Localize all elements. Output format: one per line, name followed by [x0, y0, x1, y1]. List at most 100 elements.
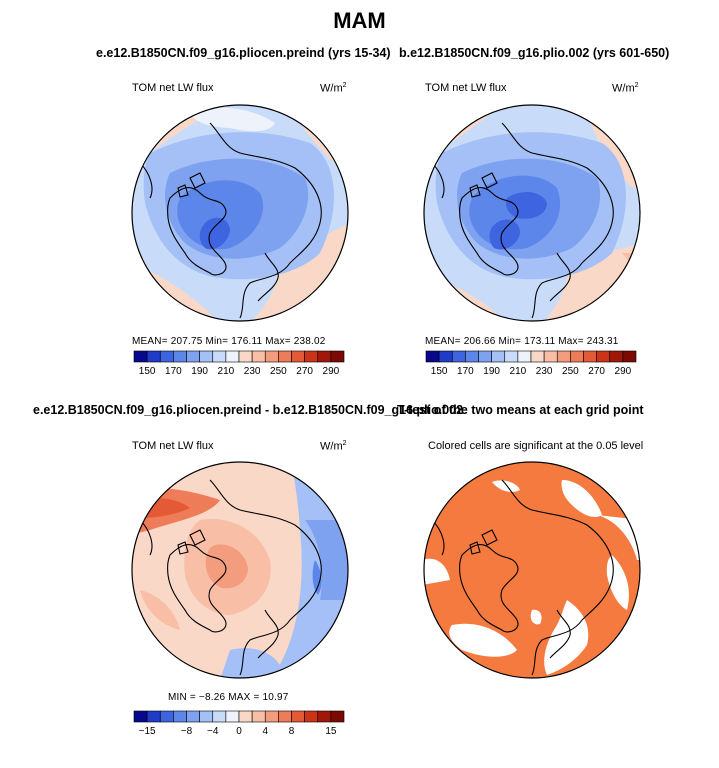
- panel1-stats: MEAN= 207.75 Min= 176.11 Max= 238.02: [132, 336, 326, 347]
- panel3-colorbar-box-8: [238, 710, 253, 723]
- panel1-colorbar-box-2: [159, 350, 174, 363]
- panel1-colorbar-box-13: [304, 350, 319, 363]
- panel2-colorbar-box-1: [438, 350, 453, 363]
- panel1-colorbar-box-1: [146, 350, 161, 363]
- panel3-title: e.e12.B1850CN.f09_g16.pliocen.preind - b…: [33, 403, 464, 417]
- panel4-insignificant-e: [449, 623, 517, 657]
- panel1-colorbar-tick-label-6: 270: [296, 366, 313, 377]
- panel1-map-border: [131, 104, 349, 322]
- panel3-coast-c: [177, 529, 206, 555]
- panel3-colorbar-box-3: [173, 710, 187, 723]
- panel2-units-label: W/m2: [612, 82, 639, 95]
- panel1-colorbar-box-7: [225, 350, 240, 363]
- panel3-colorbar-box-9: [251, 710, 266, 723]
- panel2-colorbar-box-15: [622, 350, 637, 363]
- panel2-coast-c: [469, 172, 498, 198]
- panel1-colorbar-box-4: [186, 350, 200, 363]
- panel3-coast-a: [209, 479, 322, 676]
- panel3-colorbar-box-11: [278, 710, 292, 723]
- panel1-colorbar-tick-label-5: 250: [270, 366, 287, 377]
- panel1-colorbar-box-8: [238, 350, 253, 363]
- panel2-colorbar-tick-label-0: 150: [431, 366, 448, 377]
- panel2-colorbar-box-10: [556, 350, 571, 363]
- panel2-colorbar-box-14: [609, 350, 624, 363]
- panel2-colorbar-box-11: [570, 350, 584, 363]
- panel2-colorbar-tick-label-4: 230: [536, 366, 553, 377]
- figure-title: MAM: [333, 8, 386, 33]
- panel3-variable-label: TOM net LW flux: [132, 440, 214, 452]
- panel2-colorbar-tick-label-5: 250: [562, 366, 579, 377]
- panel3-colorbar-box-13: [304, 710, 319, 723]
- panel1-colorbar-box-12: [291, 350, 305, 363]
- panel1-colorbar-box-9: [251, 350, 266, 363]
- panel1-colorbar-box-3: [173, 350, 187, 363]
- panel1-polar-map: [131, 104, 349, 322]
- panel1-colorbar-box-10: [264, 350, 279, 363]
- panel3-colorbar-tick-label-1: −8: [181, 726, 193, 737]
- panel2-coast-d: [549, 252, 571, 302]
- panel2-title: b.e12.B1850CN.f09_g16.plio.002 (yrs 601-…: [399, 46, 670, 60]
- panel3-colorbar: −15 −8 −4 0 4 8 15: [133, 710, 345, 737]
- panel1-field-band-d: [199, 217, 230, 250]
- panel2-field-band-d: [505, 191, 547, 219]
- panel1-coast-c: [177, 172, 206, 198]
- panel2-coast-a: [501, 122, 614, 319]
- panel2-units-text: W/m: [612, 82, 635, 95]
- panel1-variable-label: TOM net LW flux: [132, 82, 214, 94]
- panel2-colorbar-tick-label-1: 170: [457, 366, 474, 377]
- panel4-title: T-test of the two means at each grid poi…: [397, 403, 644, 417]
- panel4-polar-map: [423, 461, 641, 679]
- panel2-colorbar-tick-label-7: 290: [615, 366, 632, 377]
- panel1-coast-b: [167, 187, 227, 276]
- panel2-colorbar-tick-label-6: 270: [588, 366, 605, 377]
- panel2-colorbar: 150 170 190 210 230 250 270 290: [425, 350, 637, 377]
- panel1-colorbar-tick-label-2: 190: [191, 366, 208, 377]
- panel3-field-cool-east2: [305, 520, 348, 600]
- panel3-stats: MIN = −8.26 MAX = 10.97: [168, 692, 289, 703]
- panel1-colorbar: 150 170 190 210 230 250 270 290: [133, 350, 345, 377]
- panel2-colorbar-box-5: [491, 350, 506, 363]
- panel4-coast-a: [501, 479, 614, 676]
- panel2-colorbar-box-13: [596, 350, 611, 363]
- panel3-colorbar-box-2: [159, 710, 174, 723]
- panel3-field-cool-east: [270, 462, 348, 678]
- panel3-colorbar-box-10: [264, 710, 279, 723]
- panel3-field-cool-east3: [312, 560, 322, 595]
- panel3-colorbar-tick-label-6: 15: [325, 726, 337, 737]
- panel4-coast-c: [469, 529, 498, 555]
- panel2-polar-map: [423, 104, 641, 322]
- panel2-colorbar-box-9: [543, 350, 558, 363]
- panel3-colorbar-tick-label-3: 0: [236, 726, 242, 737]
- panel3-colorbar-box-14: [317, 710, 332, 723]
- panel1-colorbar-box-15: [330, 350, 345, 363]
- panel3-colorbar-box-7: [225, 710, 240, 723]
- panel2-map-border: [423, 104, 641, 322]
- panel4-insignificant-c: [606, 555, 629, 610]
- panel1-colorbar-tick-label-4: 230: [244, 366, 261, 377]
- panel3-units-sup: 2: [342, 440, 347, 447]
- panel1-field-band-e: [190, 107, 275, 132]
- panel4-insignificant-d: [544, 600, 589, 675]
- panel2-colorbar-box-7: [517, 350, 532, 363]
- panel2-units-sup: 2: [634, 82, 639, 89]
- panel2-colorbar-tick-label-3: 210: [510, 366, 527, 377]
- panel1-units-text: W/m: [320, 82, 343, 95]
- panel1-colorbar-tick-label-7: 290: [323, 366, 340, 377]
- panel3-colorbar-tick-label-5: 8: [289, 726, 295, 737]
- panel2-stats: MEAN= 206.66 Min= 173.11 Max= 243.31: [425, 336, 619, 347]
- panel3-field-cool-south: [220, 648, 280, 678]
- panel2-variable-label: TOM net LW flux: [425, 82, 507, 94]
- panel2-colorbar-box-0: [425, 350, 440, 363]
- panel1-title: e.e12.B1850CN.f09_g16.pliocen.preind (yr…: [96, 46, 391, 60]
- panel4-insignificant-a: [561, 480, 602, 517]
- panel1-colorbar-box-11: [278, 350, 292, 363]
- panel3-field-warm-sw: [140, 590, 180, 630]
- panel1-colorbar-box-5: [199, 350, 214, 363]
- panel2-colorbar-box-6: [504, 350, 519, 363]
- panel3-colorbar-tick-label-2: −4: [207, 726, 219, 737]
- panel3-colorbar-box-0: [133, 710, 148, 723]
- panel3-colorbar-box-15: [330, 710, 345, 723]
- panel2-field-band-e: [489, 219, 520, 250]
- panel1-coast-d: [257, 252, 279, 302]
- panel3-colorbar-box-12: [291, 710, 305, 723]
